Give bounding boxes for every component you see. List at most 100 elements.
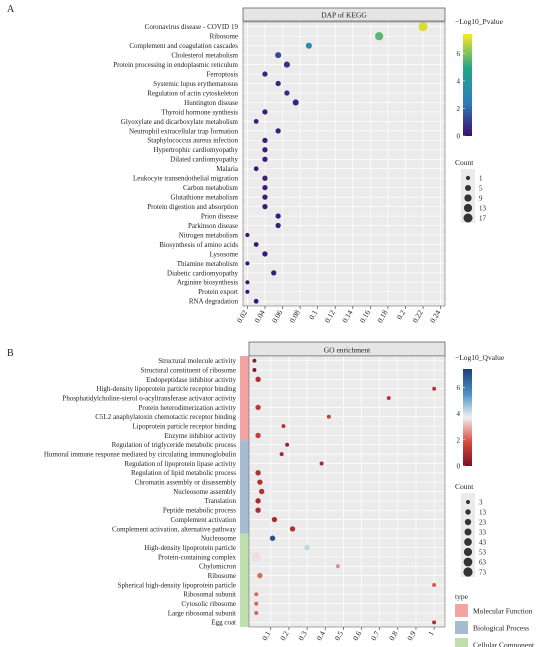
kegg-point-25 xyxy=(245,261,250,266)
go-point-8 xyxy=(255,432,261,439)
kegg-y-label-0: Coronavirus disease - COVID 19 xyxy=(145,23,239,31)
kegg-color-tick-label-1: 2 xyxy=(457,105,461,113)
go-size-label-3: 33 xyxy=(479,529,487,537)
kegg-point-23 xyxy=(253,242,259,247)
kegg-size-label-4: 17 xyxy=(479,215,487,223)
kegg-y-label-6: Systemic lupus erythematosus xyxy=(153,80,238,88)
go-y-label-2: Endopeptidase inhibitor activity xyxy=(146,376,236,384)
kegg-y-label-9: Thyroid hormone synthesis xyxy=(161,108,238,116)
go-y-label-10: Humoral immune response mediated by circ… xyxy=(44,451,237,459)
kegg-y-label-24: Lysosome xyxy=(210,250,238,258)
go-xtick-label-6: 0.7 xyxy=(369,629,382,642)
go-y-label-0: Structural molecule activity xyxy=(158,357,236,365)
go-point-0 xyxy=(252,358,257,363)
go-type-strip-2 xyxy=(240,533,249,627)
go-type-key-1 xyxy=(455,621,468,634)
kegg-point-28 xyxy=(245,289,250,294)
go-size-key-6 xyxy=(463,557,473,567)
go-point-23 xyxy=(257,572,263,579)
go-point-28 xyxy=(432,620,437,625)
kegg-size-key-1 xyxy=(464,184,472,192)
go-color-tick-label-3: 6 xyxy=(457,384,461,392)
go-xtick-label-8: 0.9 xyxy=(405,629,418,642)
go-size-key-5 xyxy=(463,547,473,557)
kegg-y-label-17: Carbon metabolism xyxy=(183,184,239,192)
kegg-xtick-label-0: 0.02 xyxy=(235,308,249,324)
kegg-y-label-10: Glyoxylate and dicarboxylate metabolism xyxy=(121,118,239,126)
kegg-size-label-0: 1 xyxy=(479,175,483,183)
kegg-point-22 xyxy=(245,232,250,238)
kegg-y-label-16: Leukocyte transendothelial migration xyxy=(133,175,238,183)
go-point-9 xyxy=(285,442,290,447)
go-point-26 xyxy=(254,601,259,606)
go-y-label-12: Regulation of lipid metabolic process xyxy=(131,469,236,477)
go-color-tick-label-2: 4 xyxy=(457,410,461,418)
go-y-label-27: Large ribosomal subunit xyxy=(168,609,236,617)
kegg-y-label-26: Diabetic cardiomyopathy xyxy=(167,269,238,277)
kegg-title-strip xyxy=(242,7,446,22)
go-y-label-21: Protein-containing complex xyxy=(158,553,236,561)
go-point-17 xyxy=(271,516,278,523)
go-point-16 xyxy=(255,507,261,513)
go-point-7 xyxy=(281,424,286,429)
kegg-xtick-label-4: 0.1 xyxy=(307,308,320,321)
go-bubble-chart: GO enrichment Structural molecule activit… xyxy=(44,341,535,647)
go-type-legend-title: type xyxy=(455,592,469,601)
go-y-label-13: Chromatin assembly or disassembly xyxy=(135,479,237,487)
kegg-y-label-11: Neutrophil extracellular trap formation xyxy=(129,127,239,135)
go-size-key-2 xyxy=(464,518,472,526)
kegg-point-19 xyxy=(262,203,268,210)
kegg-point-16 xyxy=(262,175,268,181)
go-point-6 xyxy=(326,414,331,419)
go-point-15 xyxy=(255,498,261,504)
go-xtick-label-3: 0.4 xyxy=(314,629,327,642)
go-y-label-8: Enzyme inhibitor activity xyxy=(164,432,236,440)
go-point-20 xyxy=(304,544,310,551)
kegg-point-27 xyxy=(245,280,250,285)
go-y-label-17: Complement activation xyxy=(170,516,236,524)
kegg-color-tick-label-3: 6 xyxy=(457,50,461,58)
go-plot-border xyxy=(248,355,446,628)
go-type-strip-0 xyxy=(240,356,249,441)
go-size-label-0: 3 xyxy=(479,499,483,507)
kegg-y-label-19: Protein digestion and absorption xyxy=(147,203,238,211)
go-size-legend-title: Count xyxy=(455,482,474,491)
go-size-key-4 xyxy=(464,538,472,546)
go-size-label-6: 63 xyxy=(479,559,487,567)
go-xtick-label-4: 0.5 xyxy=(333,629,346,642)
go-y-label-9: Regulation of triglyceride metabolic pro… xyxy=(112,441,237,449)
kegg-color-bar xyxy=(463,34,472,136)
go-y-label-28: Egg coat xyxy=(211,619,236,627)
kegg-y-label-5: Ferroptosis xyxy=(207,70,239,78)
kegg-xtick-label-7: 0.16 xyxy=(358,308,372,324)
kegg-point-15 xyxy=(253,166,259,172)
kegg-point-0 xyxy=(418,22,428,32)
kegg-point-4 xyxy=(283,61,290,68)
go-point-4 xyxy=(386,396,391,401)
kegg-xtick-label-9: 0.2 xyxy=(395,308,408,321)
go-point-22 xyxy=(335,564,340,569)
kegg-point-24 xyxy=(262,251,268,257)
go-color-tick-label-1: 2 xyxy=(457,436,461,444)
go-point-5 xyxy=(255,404,261,411)
kegg-xtick-label-1: 0.04 xyxy=(252,308,266,324)
kegg-y-label-25: Thiamine metabolism xyxy=(177,260,239,268)
go-point-11 xyxy=(319,461,324,466)
go-y-label-18: Complement activation, alternative pathw… xyxy=(112,525,237,533)
go-size-key-0 xyxy=(466,500,470,504)
go-size-label-7: 73 xyxy=(479,569,487,577)
kegg-color-legend-title: −Log10_Pvalue xyxy=(455,17,504,26)
go-type-key-2 xyxy=(455,638,468,647)
go-size-label-4: 43 xyxy=(479,539,487,547)
kegg-xtick-label-11: 0.24 xyxy=(428,308,442,324)
go-y-label-4: Phosphatidylcholine-sterol o-acyltransfe… xyxy=(62,394,236,402)
kegg-y-label-27: Arginine biosynthesis xyxy=(177,279,238,287)
kegg-point-7 xyxy=(284,90,290,96)
go-y-label-6: C5L2 anaphylatoxin chemotactic receptor … xyxy=(95,413,236,421)
kegg-plot-border xyxy=(242,21,446,307)
kegg-point-9 xyxy=(262,109,268,115)
kegg-size-key-2 xyxy=(464,194,472,202)
kegg-y-label-28: Protein export xyxy=(198,288,238,296)
kegg-point-21 xyxy=(275,222,281,229)
kegg-y-label-15: Malaria xyxy=(216,165,239,173)
